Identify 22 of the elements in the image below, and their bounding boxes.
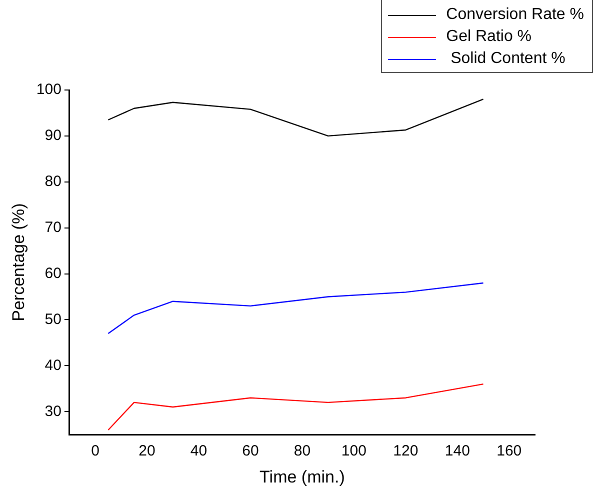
x-tick-label: 40 [190,442,208,460]
x-tick-label: 60 [242,442,259,460]
x-tick-label: 140 [444,442,470,460]
y-axis-title: Percentage (%) [8,203,28,322]
y-tick-label: 50 [44,310,62,328]
y-tick-label: 80 [44,173,62,190]
x-tick-label: 80 [294,442,311,460]
x-tick-label: 160 [496,442,522,460]
y-tick-label: 100 [36,81,62,98]
y-tick-label: 60 [44,264,62,282]
y-tick-label: 30 [44,402,62,420]
x-tick-label: 0 [91,442,100,460]
legend-label: Conversion Rate % [446,6,584,24]
legend-label: Solid Content % [450,50,566,68]
x-tick-label: 20 [138,442,156,460]
legend-label: Gel Ratio % [446,28,532,46]
x-axis-title: Time (min.) [260,467,345,486]
y-tick-label: 70 [44,218,62,236]
x-tick-label: 120 [393,442,418,460]
x-tick-label: 100 [341,442,366,460]
y-tick-label: 90 [44,127,62,144]
y-tick-label: 40 [44,356,62,374]
